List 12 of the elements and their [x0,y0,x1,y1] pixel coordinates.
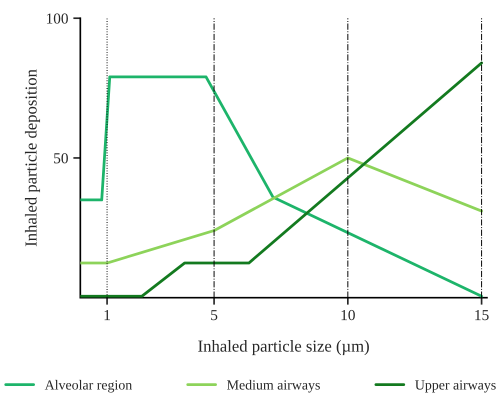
x-tick-label: 10 [342,310,355,320]
x-tick-label: 5 [211,310,218,320]
legend-label: Upper airways [415,380,496,392]
y-tick-label: 50 [54,153,68,164]
line-series [80,156,483,264]
x-axis-title: Inhaled particle size (µm) [198,340,369,356]
y-tick-label: 100 [46,13,68,24]
y-axis-title: Inhaled particle deposition [24,69,40,246]
legend-label: Alveolar region [44,380,132,392]
legend-label: Medium airways [227,380,320,392]
x-tick-label: 1 [104,310,110,320]
x-tick-label: 15 [475,310,489,320]
